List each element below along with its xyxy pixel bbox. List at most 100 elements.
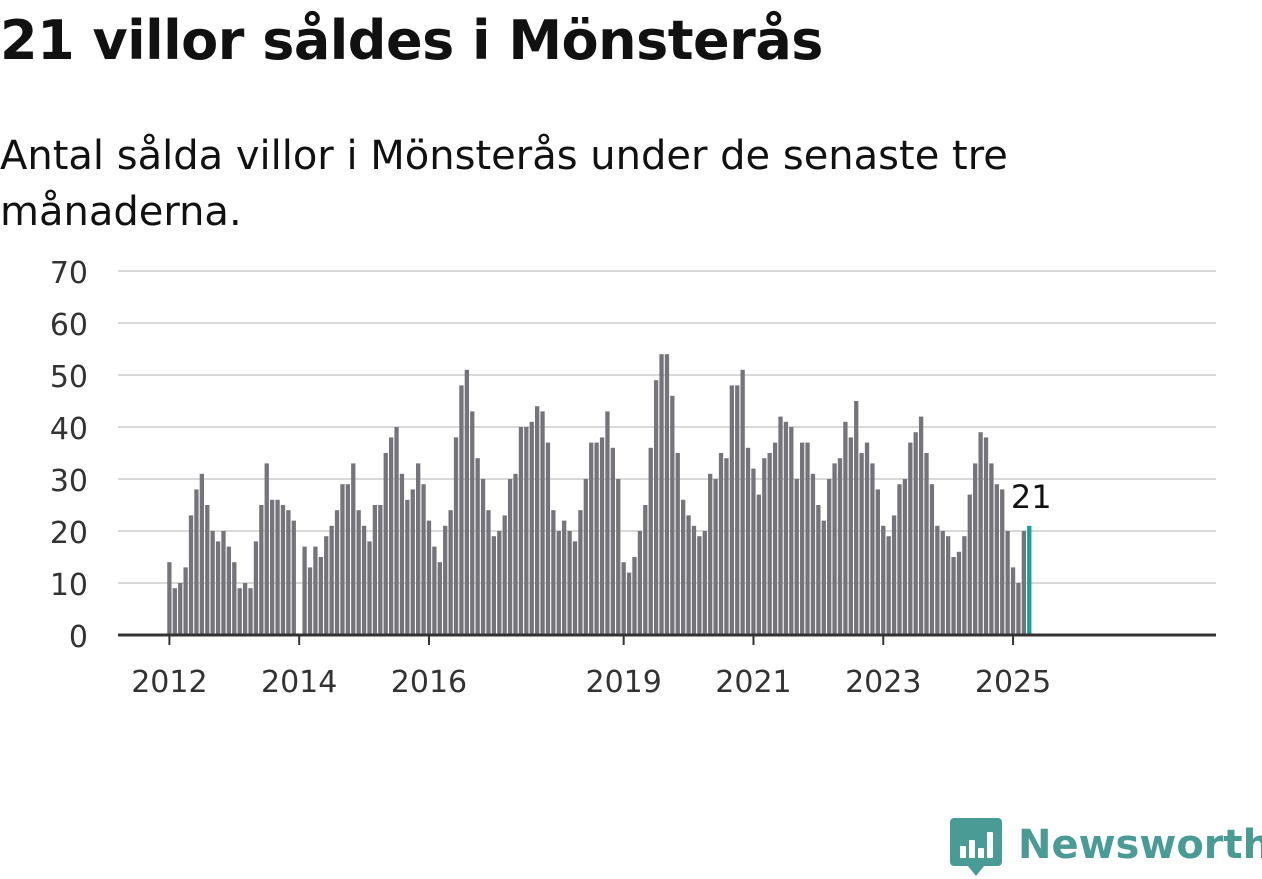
bar — [394, 427, 399, 635]
bar — [956, 551, 962, 635]
bar — [383, 453, 388, 635]
bar — [578, 510, 583, 635]
bar — [556, 531, 561, 635]
bar — [691, 525, 697, 635]
bar — [843, 421, 848, 635]
bar — [881, 525, 886, 635]
bar — [1000, 489, 1005, 635]
bar — [513, 473, 518, 635]
bar — [967, 494, 972, 635]
bar — [302, 546, 307, 635]
bar — [1005, 531, 1010, 635]
bar — [799, 442, 805, 635]
y-tick-label: 60 — [50, 308, 88, 343]
bar — [237, 588, 242, 635]
bar — [367, 541, 372, 635]
bar — [610, 447, 616, 635]
bar — [280, 505, 286, 635]
x-axis-tick-labels: 2012 2014 2016 2019 2021 2023 2025 — [131, 665, 1051, 700]
bar — [589, 442, 594, 635]
bar — [443, 525, 448, 635]
bar — [670, 395, 675, 635]
bar — [816, 505, 821, 635]
bar — [935, 525, 940, 635]
bar — [929, 484, 935, 635]
y-tick-label: 20 — [50, 516, 88, 551]
bar — [794, 479, 799, 635]
bar — [253, 541, 259, 635]
bar — [978, 432, 983, 635]
bar — [821, 520, 826, 635]
bar — [751, 468, 756, 635]
newsworthy-logo-text: Newsworthy — [1018, 822, 1262, 868]
y-tick-label: 0 — [69, 620, 88, 655]
bar — [783, 421, 789, 635]
bar — [637, 531, 643, 635]
bar — [524, 427, 529, 635]
bar — [1016, 583, 1021, 635]
bar — [664, 354, 670, 635]
bar — [891, 515, 897, 635]
bar — [534, 406, 540, 635]
newsworthy-logo: Newsworthy — [950, 818, 1262, 876]
bar — [848, 437, 853, 635]
bar — [918, 416, 924, 635]
annotations: 21 — [1011, 478, 1052, 516]
bar — [226, 546, 232, 635]
bar — [361, 525, 367, 635]
bar — [567, 531, 572, 635]
bar — [832, 463, 837, 635]
x-tick-label: 2025 — [975, 665, 1051, 700]
bar — [259, 505, 264, 635]
bar — [632, 557, 637, 635]
newsworthy-logo-icon — [950, 818, 1002, 876]
bar — [464, 369, 469, 635]
bar — [210, 531, 215, 635]
bar — [1010, 567, 1016, 635]
chart-subtitle: Antal sålda villor i Mönsterås under de … — [0, 133, 1008, 235]
bar — [762, 458, 767, 635]
bar — [426, 520, 432, 635]
bar — [902, 479, 908, 635]
bar — [1021, 531, 1027, 635]
bar — [378, 505, 383, 635]
bars — [167, 354, 1032, 635]
bar — [194, 489, 199, 635]
bar — [805, 442, 810, 635]
bar — [875, 489, 880, 635]
bar — [351, 463, 356, 635]
bar — [486, 510, 491, 635]
y-tick-label: 70 — [50, 256, 88, 291]
bar — [307, 567, 313, 635]
bar — [421, 484, 426, 635]
bar — [264, 463, 269, 635]
x-tick-label: 2019 — [585, 665, 661, 700]
bar — [324, 536, 329, 635]
bar — [215, 541, 221, 635]
bar — [270, 499, 275, 635]
bar — [491, 536, 497, 635]
bar — [453, 437, 459, 635]
bar — [605, 411, 610, 635]
bar — [372, 505, 378, 635]
bar — [983, 437, 989, 635]
bar — [697, 536, 702, 635]
bar — [599, 437, 605, 635]
x-tick-label: 2012 — [131, 665, 207, 700]
bar — [908, 442, 913, 635]
bar — [756, 494, 762, 635]
bar — [989, 463, 994, 635]
bar — [318, 557, 323, 635]
highlight-value-label: 21 — [1011, 478, 1052, 516]
bar — [681, 499, 686, 635]
bar — [864, 442, 870, 635]
bar — [859, 453, 864, 635]
bar — [946, 536, 951, 635]
bar-chart: 0 10 20 30 40 50 60 70 2012 2014 2016 2019 2021 2023… — [50, 256, 1216, 700]
bar — [778, 416, 783, 635]
bar — [405, 499, 410, 635]
bar — [529, 421, 534, 635]
x-tick-label: 2023 — [845, 665, 921, 700]
bar-highlight — [1027, 525, 1032, 635]
bar — [470, 411, 475, 635]
